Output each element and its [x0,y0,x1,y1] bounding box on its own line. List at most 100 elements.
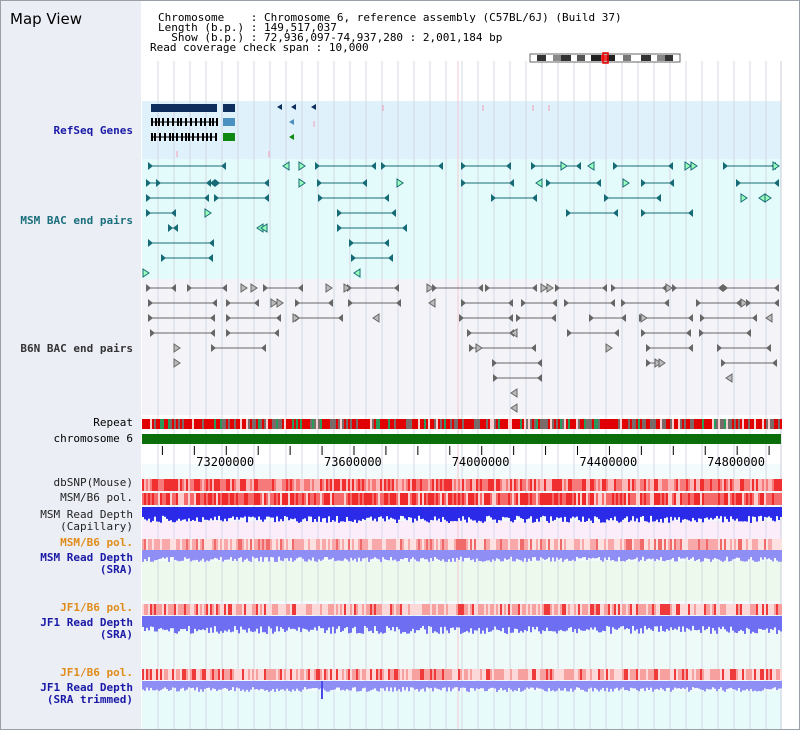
msm-depth-sra-bar [238,550,240,559]
jf1-depth-bar [172,616,174,629]
jf1-trim-bar [616,681,618,688]
msm-pol-segment [352,493,354,505]
jf1-depth-bar [606,616,608,627]
msm-depth-sra-bar [746,550,748,562]
jf1-trim-bar [376,681,378,691]
msm-depth-sra-bar [680,550,682,559]
jf1-pol2-segment [708,669,710,680]
msm-bac-arrow [622,178,630,188]
msm-pol2-segment [700,539,702,550]
jf1-pol2-segment [272,669,274,680]
repeat-segment [566,419,568,429]
jf1-pol2-segment [408,669,410,680]
b6n-bac-pair-end [226,299,231,307]
dbsnp-segment [286,479,288,491]
jf1-depth-bar [188,616,190,627]
msm-pol2-segment [156,539,158,550]
jf1-depth-bar [630,616,632,634]
msm-pol2-segment [678,539,680,550]
jf1-depth-bar [620,616,622,627]
msm-depth-cap-bar [346,507,348,517]
msm-pol2-segment [586,539,588,550]
jf1-trim-bar [152,681,154,691]
msm-pol2-segment [558,539,560,550]
jf1-trim-bar [488,681,490,689]
jf1-pol-segment [466,604,468,615]
msm-depth-cap-bar [430,507,432,520]
dbsnp-segment [162,479,164,491]
jf1-pol-segment [564,604,566,615]
repeat-segment [240,419,242,429]
msm-depth-cap-bar [222,507,224,522]
msm-pol-segment [626,493,628,505]
jf1-pol-segment [366,604,368,615]
jf1-pol2-segment [596,669,598,680]
msm-bac-arrow [142,268,150,278]
jf1-pol2-segment [366,669,368,680]
dbsnp-segment [204,479,206,491]
msm-pol-segment [734,493,736,505]
msm-depth-cap-bar [436,507,438,521]
msm-pol-segment [418,493,420,505]
jf1-pol2-segment [404,669,406,680]
jf1-pol2-segment [396,669,398,680]
msm-bac-pair-end [723,162,728,170]
jf1-pol-segment [706,604,708,615]
msm-pol2-segment [374,539,376,550]
msm-pol2-segment [512,539,514,550]
msm-depth-sra-bar [434,550,436,557]
msm-depth-sra-bar [322,550,324,560]
msm-depth-sra-bar [738,550,740,558]
jf1-depth-bar [514,616,516,629]
repeat-segment [310,419,312,429]
msm-pol2-segment [650,539,652,550]
repeat-segment [340,419,342,429]
jf1-pol2-segment [744,669,746,680]
msm-pol-segment [198,493,200,505]
dbsnp-segment [696,479,698,491]
msm-depth-cap-bar [384,507,386,522]
dbsnp-segment [732,479,734,491]
dbsnp-segment [462,479,464,491]
repeat-segment [220,419,222,429]
jf1-pol2-segment [258,669,260,680]
repeat-segment [430,419,432,429]
msm-pol-segment [280,493,282,505]
msm-pol2-segment [462,539,464,550]
dbsnp-segment [280,479,282,491]
msm-pol2-segment [710,539,712,550]
dbsnp-segment [358,479,360,491]
msm-depth-sra-bar [462,550,464,562]
repeat-segment [762,419,764,429]
jf1-pol-segment [218,604,220,615]
msm-pol2-segment [742,539,744,550]
msm-depth-sra-bar [686,550,688,558]
msm-bac-pair-end [384,194,389,202]
msm-pol-segment [612,493,614,505]
jf1-trim-bar [560,681,562,691]
dbsnp-segment [636,479,638,491]
msm-depth-cap-bar [360,507,362,521]
jf1-trim-bar [606,681,608,688]
b6n-bac-pair-end [148,314,153,322]
dbsnp-segment [436,479,438,491]
msm-pol-segment [330,493,332,505]
msm-pol-segment [470,493,472,505]
jf1-trim-bar [734,681,736,690]
msm-pol2-segment [750,539,752,550]
ideogram-band [607,55,615,61]
b6n-bac-arrow [240,283,248,293]
jf1-pol2-segment [266,669,268,680]
jf1-depth-bar [276,616,278,627]
msm-pol2-segment [198,539,200,550]
msm-depth-cap-bar [740,507,742,522]
msm-depth-sra-bar [362,550,364,559]
msm-pol-segment [718,493,720,505]
repeat-segment [712,419,714,429]
msm-pol2-segment [688,539,690,550]
msm-depth-cap-bar [684,507,686,519]
msm-pol-segment [694,493,696,505]
jf1-pol2-segment [358,669,360,680]
dbsnp-segment [606,479,608,491]
